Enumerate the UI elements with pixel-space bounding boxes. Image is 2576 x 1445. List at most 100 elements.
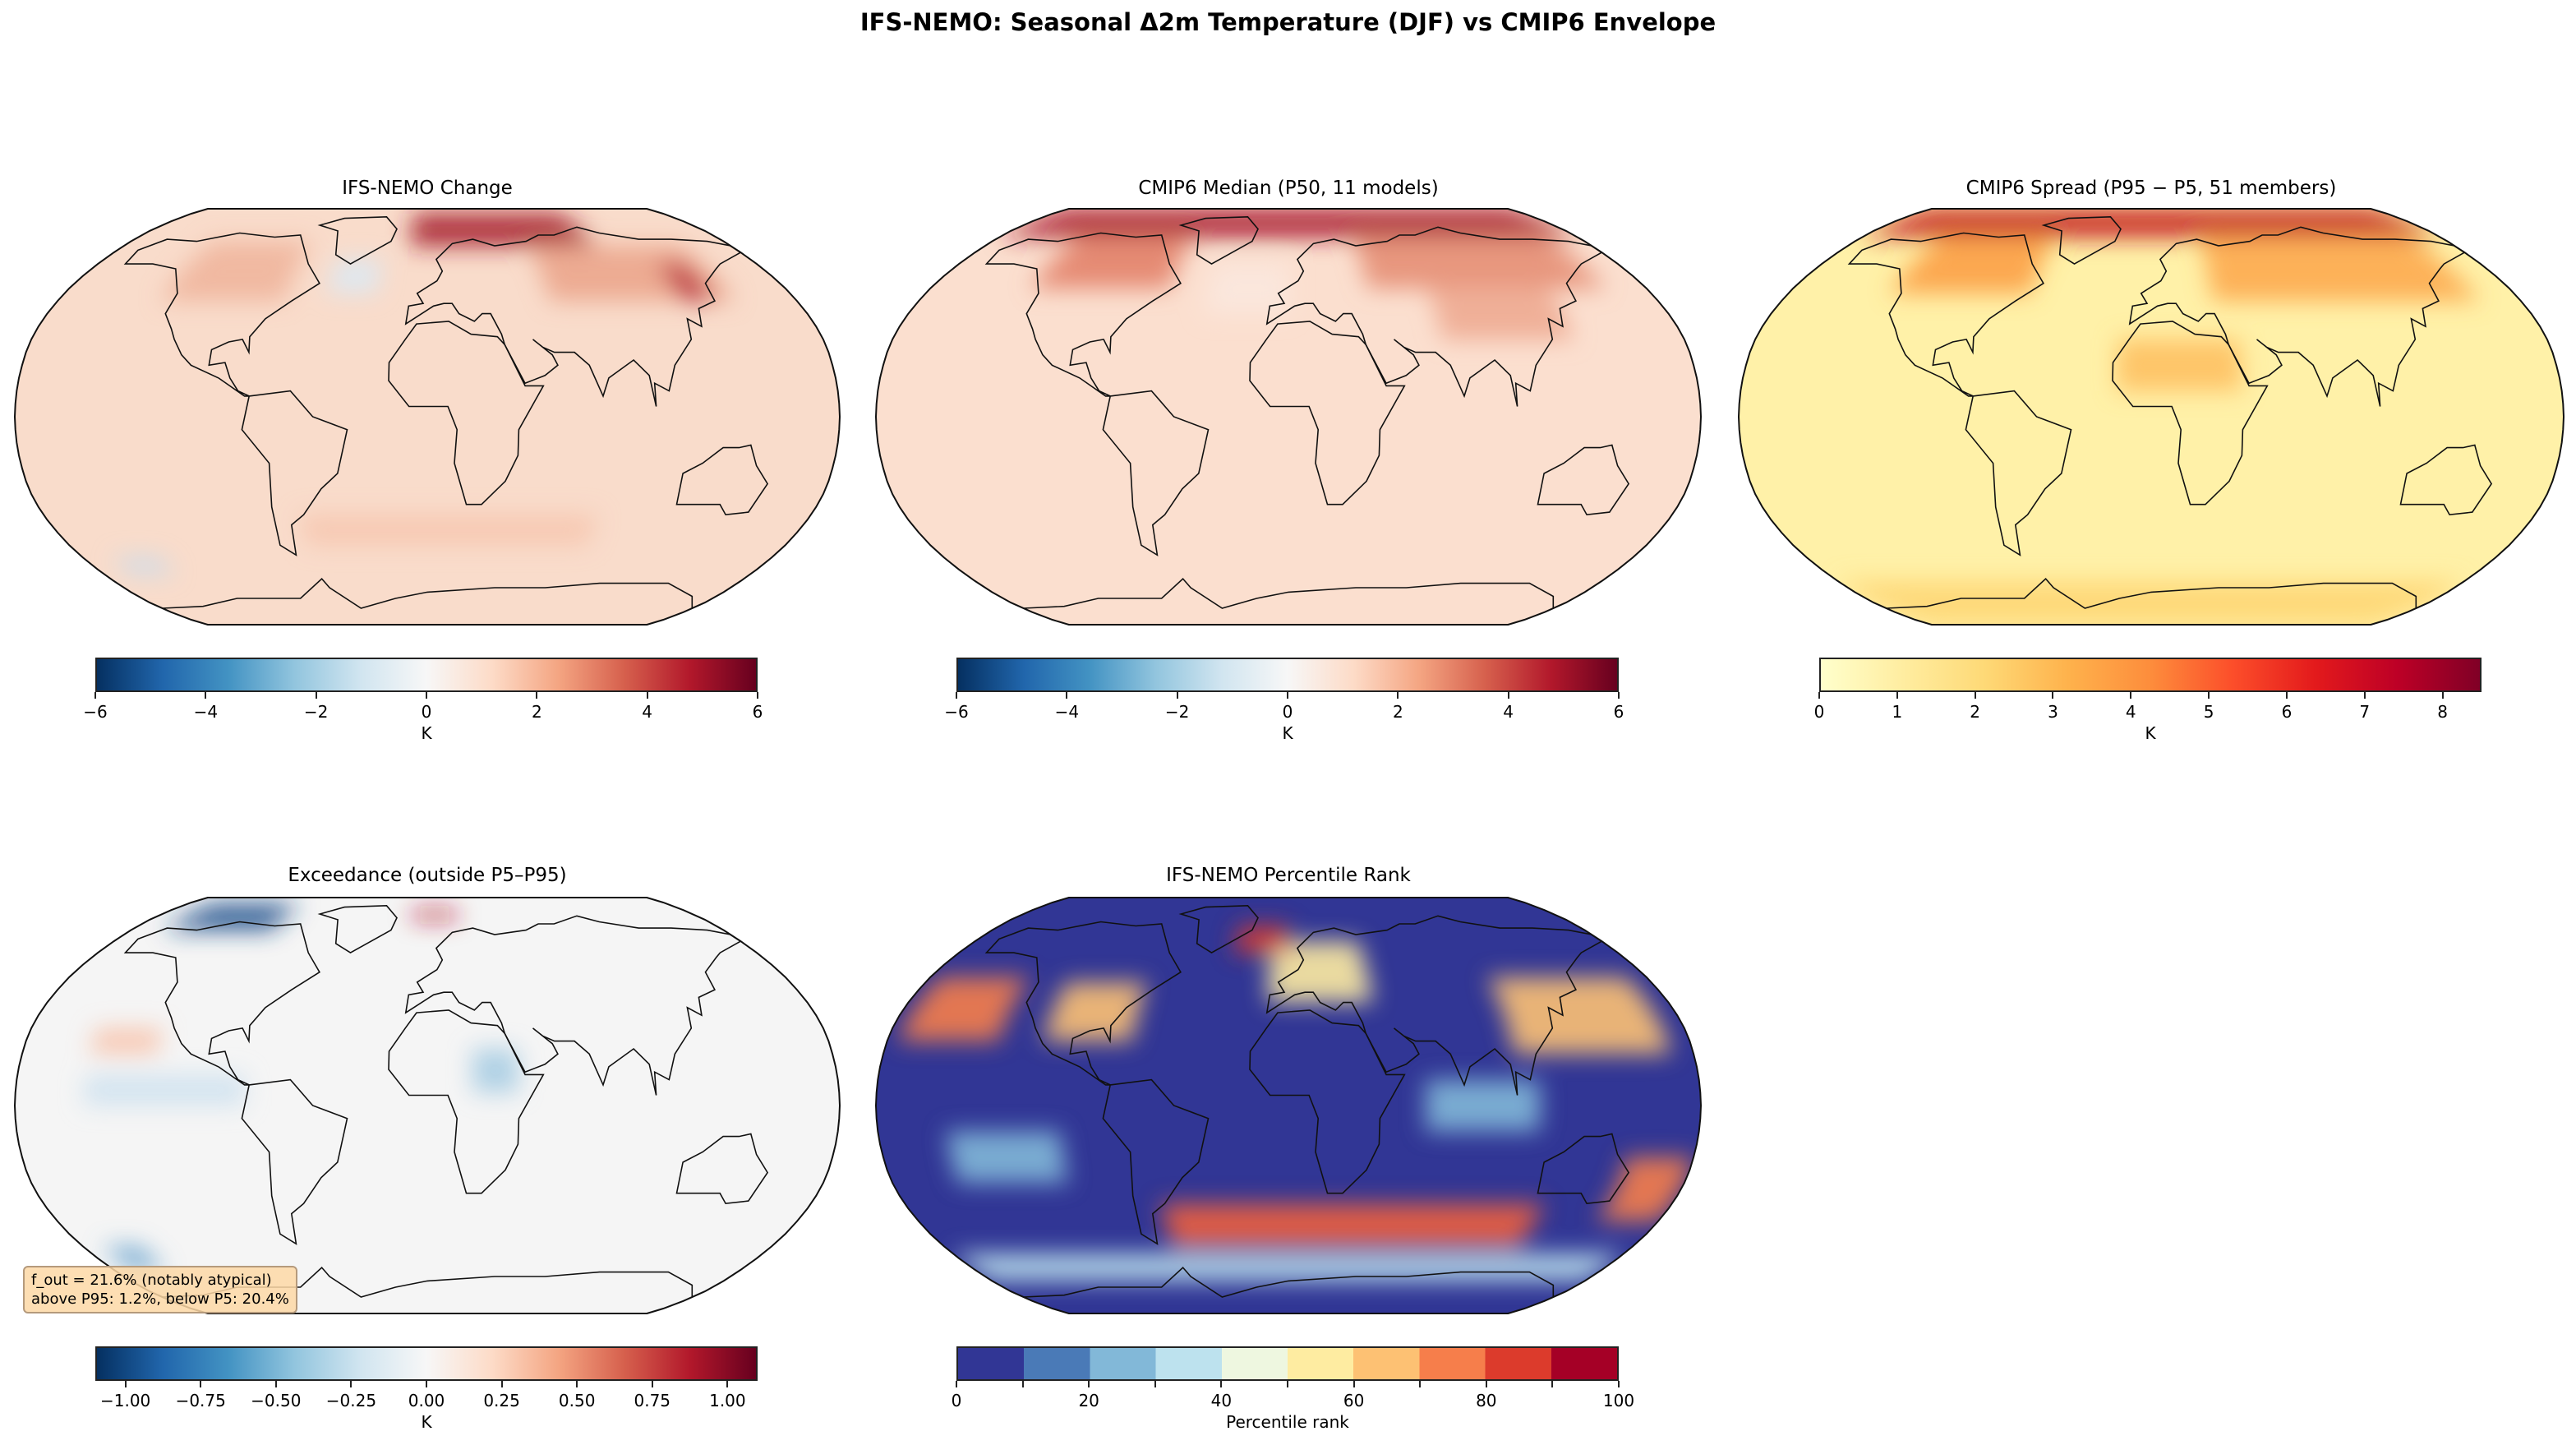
coastline-south-america bbox=[241, 390, 348, 556]
colorbar-tick-label: 80 bbox=[1476, 1391, 1497, 1410]
map-boundary bbox=[1737, 208, 2565, 626]
coastline-antarctica bbox=[1023, 577, 1555, 609]
colorbar-tick-label: −4 bbox=[1054, 702, 1080, 722]
field-anomaly-region bbox=[472, 1049, 519, 1093]
coastline-australia bbox=[675, 444, 769, 516]
panel-title: CMIP6 Median (P50, 11 models) bbox=[1138, 178, 1439, 199]
colorbar-tick-label: 0.75 bbox=[634, 1391, 671, 1410]
colorbar-tick-label: −6 bbox=[83, 702, 108, 722]
field-anomaly-region bbox=[83, 1074, 246, 1106]
colorbar-tick-label: 0 bbox=[1813, 702, 1825, 722]
coastline-antarctica bbox=[162, 577, 694, 609]
field-anomaly-region bbox=[952, 1253, 1624, 1281]
colorbar-tick-label: 6 bbox=[2281, 702, 2293, 722]
field-anomaly-region bbox=[160, 241, 312, 302]
coastline-australia bbox=[1537, 1133, 1630, 1205]
coastline-africa bbox=[1249, 1009, 1406, 1194]
colorbar-tick-label: 20 bbox=[1078, 1391, 1099, 1410]
colorbar-label: K bbox=[2145, 723, 2156, 743]
field-anomaly-region bbox=[1837, 580, 2465, 625]
colorbar-tick-label: 0.25 bbox=[483, 1391, 520, 1410]
field-anomaly-region bbox=[1267, 941, 1373, 1003]
field-anomaly-region bbox=[111, 557, 177, 575]
colorbar-tick-label: 4 bbox=[642, 702, 653, 722]
colorbar-tick-label: 1 bbox=[1892, 702, 1903, 722]
map-boundary bbox=[13, 208, 841, 626]
map-boundary bbox=[13, 897, 841, 1314]
colorbar bbox=[95, 1346, 758, 1381]
panel-title: IFS-NEMO Percentile Rank bbox=[1166, 865, 1411, 886]
field-anomaly-region bbox=[898, 976, 1030, 1041]
field-anomaly-region bbox=[1204, 264, 1288, 314]
annotation-line1: f_out = 21.6% (notably atypical) bbox=[31, 1272, 272, 1289]
coastline-eurasia bbox=[404, 915, 742, 1096]
colorbar-label: Percentile rank bbox=[1226, 1412, 1349, 1432]
robinson-map bbox=[13, 897, 841, 1314]
colorbar-tick-label: 0 bbox=[421, 702, 432, 722]
colorbar-tick-label: −2 bbox=[1164, 702, 1190, 722]
field-anomaly-region bbox=[946, 1131, 1069, 1184]
map-boundary bbox=[874, 208, 1703, 626]
coastline-eurasia bbox=[1265, 915, 1603, 1096]
colorbar-tick-label: −1.00 bbox=[99, 1391, 151, 1410]
field-anomaly-region bbox=[999, 209, 1578, 238]
field-anomaly-region bbox=[1862, 209, 2440, 238]
field-anomaly-region bbox=[1353, 237, 1607, 289]
colorbar bbox=[956, 1346, 1619, 1381]
colorbar-tick-label: 0 bbox=[951, 1391, 962, 1410]
robinson-map bbox=[874, 208, 1703, 626]
colorbar-tick-label: −0.25 bbox=[325, 1391, 377, 1410]
colorbar-tick-label: 8 bbox=[2437, 702, 2448, 722]
colorbar-tick-label: 2 bbox=[1970, 702, 1981, 722]
colorbar-tick-label: 5 bbox=[2203, 702, 2214, 722]
colorbar-ticks: −6 −4 −2 0 2 4 6 bbox=[944, 692, 1624, 741]
coastline-greenland bbox=[1178, 215, 1259, 265]
colorbar-tick-label: 4 bbox=[1503, 702, 1514, 722]
coastline-greenland bbox=[317, 215, 398, 265]
coastline-africa bbox=[2112, 321, 2269, 506]
robinson-map bbox=[1737, 208, 2565, 626]
coastline-australia bbox=[1537, 444, 1630, 516]
panel-title: CMIP6 Spread (P95 − P5, 51 members) bbox=[1965, 178, 2337, 199]
coastline-south-america bbox=[241, 1078, 348, 1245]
colorbar-tick-label: 3 bbox=[2048, 702, 2058, 722]
field-anomaly-region bbox=[299, 515, 598, 546]
colorbar-tick-label: 6 bbox=[1613, 702, 1624, 722]
exceedance-annotation-box: f_out = 21.6% (notably atypical) above P9… bbox=[23, 1266, 297, 1313]
field-anomaly-region bbox=[90, 1027, 164, 1055]
colorbar-tick-label: 0 bbox=[1282, 702, 1293, 722]
field-anomaly-region bbox=[656, 264, 715, 302]
field-anomaly-region bbox=[410, 214, 596, 246]
colorbar-ticks: −1.00 −0.75 −0.50 −0.25 0.00 0.25 0.50 0.75 1.00 bbox=[95, 1381, 758, 1430]
field-anomaly-region bbox=[164, 903, 301, 930]
colorbar-ticks: −6 −4 −2 0 2 4 6 bbox=[83, 692, 763, 741]
colorbar bbox=[95, 658, 758, 692]
field-anomaly-region bbox=[1233, 926, 1288, 953]
colorbar-tick-label: 0.50 bbox=[558, 1391, 596, 1410]
colorbar-tick-label: 0.00 bbox=[408, 1391, 445, 1410]
coastline-australia bbox=[675, 1133, 769, 1205]
coastline-eurasia bbox=[1265, 226, 1603, 407]
coastline-eurasia bbox=[2128, 226, 2466, 407]
coastline-north-america bbox=[123, 921, 320, 1086]
panel-title: Exceedance (outside P5–P95) bbox=[288, 865, 567, 886]
coastline-antarctica bbox=[1886, 577, 2417, 609]
field-anomaly-region bbox=[1487, 976, 1671, 1055]
map-boundary bbox=[874, 897, 1703, 1314]
coastline-south-america bbox=[1102, 390, 1210, 556]
colorbar-tick-label: 1.00 bbox=[709, 1391, 746, 1410]
coastline-greenland bbox=[2041, 215, 2122, 265]
field-anomaly-region bbox=[2199, 237, 2480, 302]
coastline-north-america bbox=[984, 921, 1182, 1086]
colorbar-tick-label: 2 bbox=[531, 702, 542, 722]
colorbar-tick-label: 4 bbox=[2125, 702, 2136, 722]
field-anomaly-region bbox=[1427, 288, 1575, 339]
coastline-greenland bbox=[317, 904, 398, 954]
colorbar-tick-label: 40 bbox=[1210, 1391, 1233, 1410]
coastline-south-america bbox=[1102, 1078, 1210, 1245]
figure-title: IFS-NEMO: Seasonal Δ2m Temperature (DJF)… bbox=[859, 8, 1717, 36]
field-anomaly-region bbox=[1043, 981, 1148, 1041]
coastline-north-america bbox=[984, 232, 1182, 397]
field-anomaly-region bbox=[2117, 339, 2242, 391]
field-anomaly-region bbox=[1425, 1079, 1541, 1132]
